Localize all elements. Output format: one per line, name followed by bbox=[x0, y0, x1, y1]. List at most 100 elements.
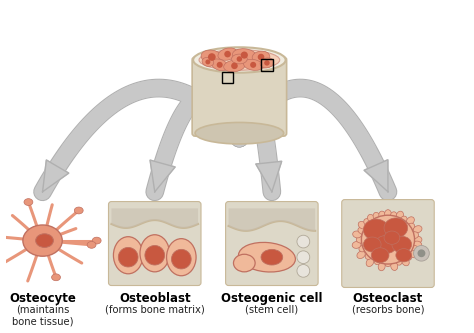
Ellipse shape bbox=[0, 262, 4, 268]
Ellipse shape bbox=[258, 54, 264, 60]
Ellipse shape bbox=[400, 216, 407, 224]
Ellipse shape bbox=[391, 262, 398, 270]
Ellipse shape bbox=[378, 262, 385, 271]
FancyBboxPatch shape bbox=[342, 199, 434, 287]
Ellipse shape bbox=[406, 223, 415, 231]
Polygon shape bbox=[111, 208, 198, 228]
Ellipse shape bbox=[390, 212, 397, 220]
Ellipse shape bbox=[0, 233, 3, 240]
Ellipse shape bbox=[74, 207, 83, 214]
Ellipse shape bbox=[118, 247, 138, 267]
Ellipse shape bbox=[366, 258, 374, 266]
Ellipse shape bbox=[237, 56, 242, 62]
Ellipse shape bbox=[364, 219, 372, 226]
Text: (stem cell): (stem cell) bbox=[245, 304, 299, 314]
Ellipse shape bbox=[211, 59, 228, 71]
Ellipse shape bbox=[374, 256, 382, 265]
Ellipse shape bbox=[410, 250, 418, 258]
Ellipse shape bbox=[199, 50, 280, 70]
Ellipse shape bbox=[193, 47, 286, 73]
Ellipse shape bbox=[241, 52, 248, 59]
Ellipse shape bbox=[261, 249, 283, 265]
Text: Osteoclast: Osteoclast bbox=[353, 292, 423, 305]
Text: Osteocyte: Osteocyte bbox=[9, 292, 76, 305]
Ellipse shape bbox=[392, 236, 411, 253]
Ellipse shape bbox=[250, 62, 256, 68]
Ellipse shape bbox=[384, 210, 392, 218]
Ellipse shape bbox=[24, 199, 33, 205]
Ellipse shape bbox=[297, 235, 310, 248]
Ellipse shape bbox=[396, 249, 411, 262]
Ellipse shape bbox=[384, 258, 392, 267]
Text: Osteogenic cell: Osteogenic cell bbox=[221, 292, 323, 305]
Polygon shape bbox=[364, 160, 388, 192]
Ellipse shape bbox=[234, 254, 255, 272]
Text: (forms bone matrix): (forms bone matrix) bbox=[105, 304, 205, 314]
Ellipse shape bbox=[264, 60, 270, 66]
Ellipse shape bbox=[252, 51, 270, 63]
Ellipse shape bbox=[202, 57, 214, 66]
Ellipse shape bbox=[375, 235, 397, 254]
Ellipse shape bbox=[224, 60, 245, 72]
Ellipse shape bbox=[208, 53, 216, 61]
Ellipse shape bbox=[205, 60, 210, 64]
FancyBboxPatch shape bbox=[192, 57, 287, 136]
Ellipse shape bbox=[23, 225, 62, 256]
Ellipse shape bbox=[373, 212, 380, 221]
Ellipse shape bbox=[367, 214, 375, 223]
FancyBboxPatch shape bbox=[226, 201, 318, 285]
Ellipse shape bbox=[401, 257, 409, 266]
Polygon shape bbox=[228, 208, 315, 231]
Ellipse shape bbox=[356, 236, 365, 243]
Ellipse shape bbox=[396, 211, 403, 220]
Ellipse shape bbox=[413, 226, 422, 233]
Polygon shape bbox=[150, 160, 175, 192]
Ellipse shape bbox=[384, 231, 400, 244]
Bar bbox=[222, 72, 234, 83]
Polygon shape bbox=[43, 160, 69, 192]
Ellipse shape bbox=[358, 227, 366, 234]
Ellipse shape bbox=[406, 217, 414, 225]
Bar bbox=[261, 59, 273, 71]
Text: (maintains
bone tissue): (maintains bone tissue) bbox=[12, 304, 73, 327]
Ellipse shape bbox=[297, 264, 310, 277]
Ellipse shape bbox=[404, 252, 412, 260]
Ellipse shape bbox=[359, 245, 367, 252]
Ellipse shape bbox=[413, 236, 422, 243]
Ellipse shape bbox=[352, 241, 361, 248]
Ellipse shape bbox=[238, 242, 295, 272]
Ellipse shape bbox=[172, 249, 191, 269]
Text: Osteoblast: Osteoblast bbox=[119, 292, 191, 305]
Ellipse shape bbox=[195, 123, 283, 144]
Ellipse shape bbox=[357, 251, 365, 258]
Text: (resorbs bone): (resorbs bone) bbox=[352, 304, 424, 314]
Ellipse shape bbox=[92, 237, 101, 244]
Ellipse shape bbox=[166, 239, 196, 276]
Ellipse shape bbox=[233, 49, 256, 62]
Polygon shape bbox=[256, 161, 282, 192]
Ellipse shape bbox=[218, 48, 237, 60]
Ellipse shape bbox=[217, 62, 223, 68]
FancyBboxPatch shape bbox=[109, 201, 201, 285]
Ellipse shape bbox=[371, 248, 389, 263]
Ellipse shape bbox=[224, 51, 231, 57]
Ellipse shape bbox=[413, 241, 422, 248]
Ellipse shape bbox=[418, 249, 425, 257]
Ellipse shape bbox=[414, 245, 429, 261]
Ellipse shape bbox=[201, 50, 223, 64]
Ellipse shape bbox=[260, 58, 274, 68]
Ellipse shape bbox=[231, 63, 238, 69]
Ellipse shape bbox=[244, 59, 263, 70]
Ellipse shape bbox=[358, 221, 366, 229]
Ellipse shape bbox=[364, 237, 381, 252]
Ellipse shape bbox=[113, 237, 143, 274]
Ellipse shape bbox=[87, 241, 96, 248]
Ellipse shape bbox=[52, 274, 61, 281]
Ellipse shape bbox=[384, 218, 408, 238]
Ellipse shape bbox=[365, 251, 373, 259]
Ellipse shape bbox=[410, 232, 419, 239]
Ellipse shape bbox=[140, 235, 170, 272]
Ellipse shape bbox=[297, 251, 310, 263]
Ellipse shape bbox=[145, 245, 164, 265]
Ellipse shape bbox=[395, 257, 402, 265]
